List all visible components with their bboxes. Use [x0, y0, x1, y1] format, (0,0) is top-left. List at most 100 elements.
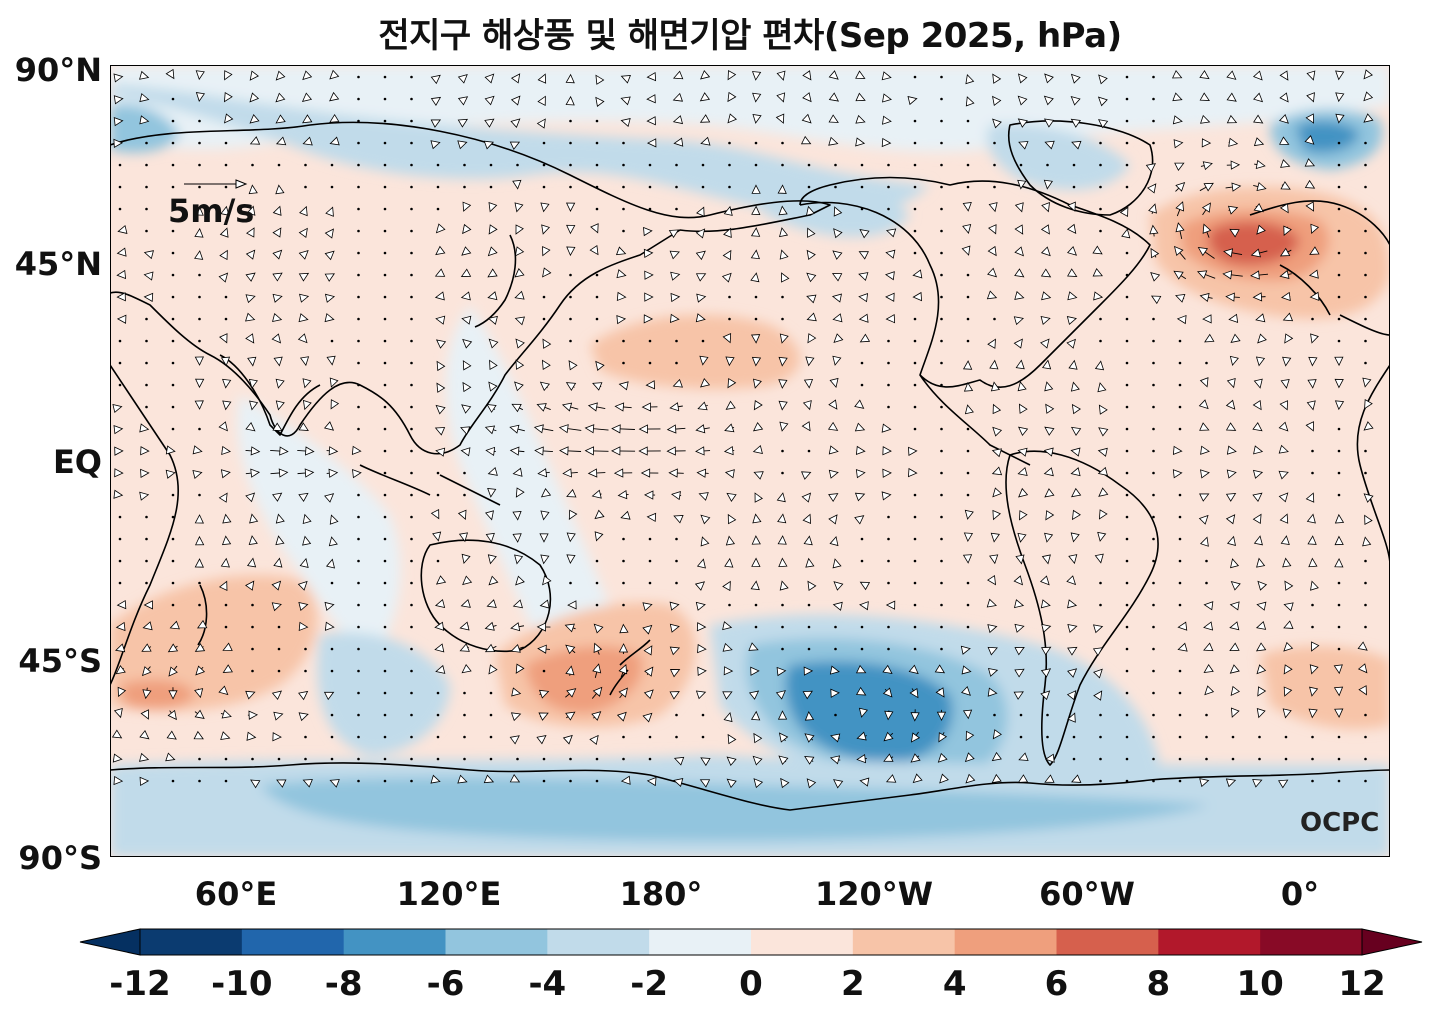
wind-vector — [568, 509, 578, 520]
wind-vector — [512, 467, 523, 477]
wind-vector — [1256, 601, 1267, 611]
wind-vector — [669, 250, 680, 260]
wind-vector — [1152, 317, 1155, 321]
wind-vector — [807, 449, 811, 453]
wind-vector — [1364, 449, 1367, 453]
wind-vector — [940, 273, 943, 277]
wind-vector — [139, 423, 150, 433]
wind-vector — [1364, 251, 1367, 255]
wind-vector — [806, 312, 817, 322]
wind-vector — [887, 581, 890, 585]
wind-vector — [410, 515, 413, 519]
wind-vector — [595, 559, 599, 563]
wind-vector — [587, 402, 606, 412]
wind-vector — [195, 70, 205, 81]
wind-vector — [566, 532, 576, 543]
wind-vector — [171, 559, 175, 563]
wind-vector — [1070, 467, 1081, 477]
wind-vector — [1250, 248, 1268, 258]
wind-vector — [330, 163, 334, 167]
wind-vector — [515, 338, 525, 349]
wind-vector — [246, 557, 257, 568]
wind-vector — [1150, 295, 1162, 305]
wind-vector — [245, 492, 256, 503]
wind-vector — [459, 621, 470, 631]
wind-vector — [1309, 664, 1319, 675]
wind-vector — [460, 599, 471, 608]
wind-vector — [483, 774, 495, 784]
wind-vector — [304, 757, 307, 761]
wind-vector — [539, 599, 550, 609]
wind-vector — [963, 360, 973, 370]
wind-vector — [167, 709, 177, 721]
wind-vector — [834, 713, 837, 717]
wind-vector — [410, 427, 413, 431]
wind-vector — [669, 623, 680, 633]
wind-vector — [168, 665, 178, 677]
wind-vector — [224, 757, 228, 761]
wind-vector — [1119, 206, 1129, 217]
wind-vector — [622, 559, 625, 563]
slp-anomaly-map — [110, 65, 1390, 857]
wind-vector — [940, 471, 943, 475]
wind-vector — [171, 361, 175, 365]
wind-vector — [357, 361, 360, 365]
wind-vector — [860, 361, 864, 365]
wind-vector — [1337, 185, 1341, 189]
wind-vector — [940, 581, 943, 585]
wind-vector — [616, 269, 627, 279]
wind-vector — [966, 141, 970, 145]
wind-vector — [487, 268, 498, 278]
wind-vector — [1334, 356, 1344, 367]
wind-vector — [171, 273, 175, 277]
wind-vector — [198, 757, 201, 761]
wind-vector — [1044, 774, 1055, 783]
wind-vector — [1308, 269, 1319, 279]
wind-vector — [961, 245, 971, 256]
wind-vector — [1173, 139, 1184, 149]
wind-vector — [325, 558, 336, 569]
wind-vector — [116, 599, 127, 610]
colorbar-tick-label: 10 — [1236, 964, 1284, 1004]
wind-vector — [275, 184, 285, 195]
wind-vector — [781, 625, 784, 629]
wind-vector — [145, 537, 148, 541]
europe-coast — [1249, 200, 1390, 336]
wind-vector — [434, 268, 446, 277]
wind-vector — [1175, 201, 1185, 217]
wind-vector — [1337, 273, 1341, 277]
wind-vector — [510, 643, 524, 653]
wind-vector — [1199, 377, 1209, 388]
wind-vector — [298, 250, 309, 260]
wind-vector — [1364, 141, 1367, 145]
wind-vector — [1125, 119, 1129, 123]
wind-vector — [488, 224, 498, 235]
wind-vector — [887, 559, 890, 563]
wind-vector — [669, 646, 681, 656]
wind-vector — [1363, 113, 1374, 123]
wind-vector — [1145, 163, 1156, 173]
wind-vector — [463, 493, 466, 497]
wind-vector — [246, 205, 256, 216]
wind-vector — [1174, 162, 1185, 172]
wind-vector — [515, 663, 525, 674]
wind-vector — [622, 141, 625, 145]
wind-vector — [430, 774, 441, 784]
wind-vector — [1337, 163, 1341, 167]
wind-vector — [224, 625, 228, 629]
wind-vector — [542, 757, 546, 761]
colorbar-tick-label: 8 — [1146, 964, 1171, 1004]
wind-vector — [410, 603, 413, 607]
wind-vector — [940, 229, 943, 233]
wind-vector — [1253, 445, 1264, 455]
wind-vector — [304, 669, 307, 673]
wind-vector — [885, 271, 895, 281]
wind-vector — [145, 559, 148, 563]
wind-vector — [827, 421, 839, 431]
colorbar-tick-label: 4 — [942, 964, 967, 1004]
wind-vector — [1014, 202, 1024, 213]
wind-vector — [1278, 444, 1289, 454]
wind-vector — [142, 621, 153, 631]
wind-vector — [694, 581, 706, 591]
wind-vector — [1199, 292, 1213, 303]
